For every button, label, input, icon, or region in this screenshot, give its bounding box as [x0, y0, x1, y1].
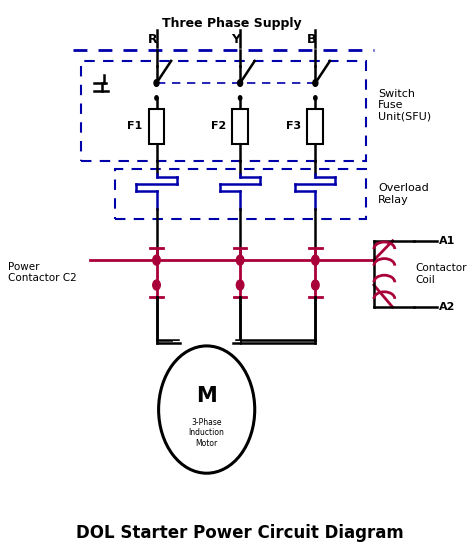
Text: B: B: [306, 33, 316, 46]
Bar: [308, 109, 323, 144]
Circle shape: [313, 80, 318, 86]
Text: Y: Y: [231, 33, 240, 46]
Text: Contactor
Coil: Contactor Coil: [416, 263, 467, 285]
Text: Switch
Fuse
Unit(SFU): Switch Fuse Unit(SFU): [378, 88, 431, 122]
Text: A1: A1: [438, 236, 455, 246]
Circle shape: [311, 255, 319, 265]
Circle shape: [237, 280, 244, 290]
Text: F3: F3: [286, 121, 301, 131]
Circle shape: [238, 96, 242, 100]
Circle shape: [311, 280, 319, 290]
Text: F2: F2: [210, 121, 226, 131]
Circle shape: [153, 280, 160, 290]
Text: F1: F1: [127, 121, 142, 131]
Bar: [81, 61, 365, 160]
Text: M: M: [196, 386, 217, 406]
Circle shape: [153, 255, 160, 265]
Circle shape: [237, 80, 243, 86]
Circle shape: [154, 80, 159, 86]
Text: A2: A2: [438, 302, 455, 312]
Bar: [232, 109, 248, 144]
Text: R: R: [147, 33, 157, 46]
Bar: [115, 169, 365, 219]
Text: Overload
Relay: Overload Relay: [378, 183, 429, 205]
Text: Power
Contactor C2: Power Contactor C2: [9, 262, 77, 283]
Circle shape: [314, 96, 317, 100]
Text: DOL Starter Power Circuit Diagram: DOL Starter Power Circuit Diagram: [76, 524, 404, 542]
Text: Three Phase Supply: Three Phase Supply: [162, 17, 301, 30]
Circle shape: [155, 96, 158, 100]
Bar: [148, 109, 164, 144]
Text: 3-Phase
Induction
Motor: 3-Phase Induction Motor: [189, 418, 225, 448]
Circle shape: [237, 255, 244, 265]
